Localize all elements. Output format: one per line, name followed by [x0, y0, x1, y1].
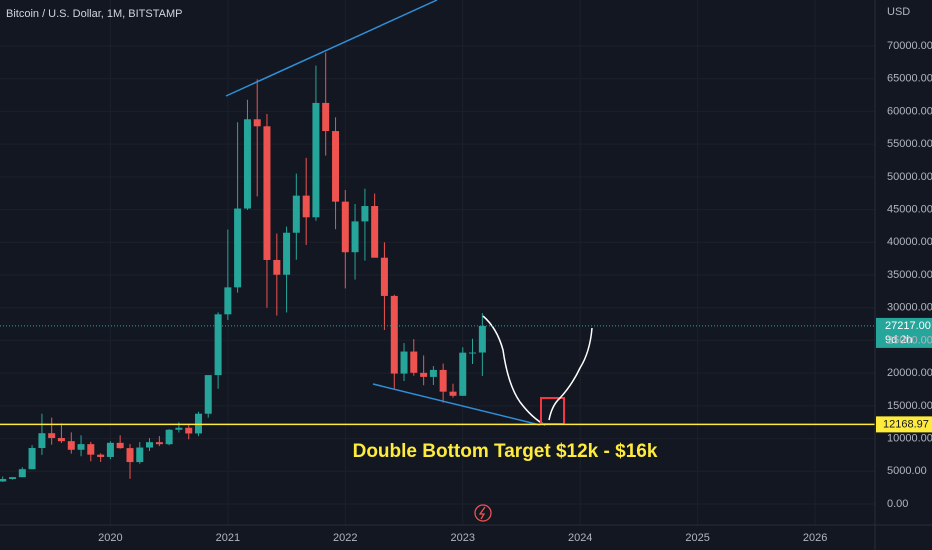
- candle-body: [361, 206, 369, 222]
- candle-body: [214, 314, 222, 376]
- current-price-label: 27217.00: [885, 320, 931, 332]
- current-price-box: [876, 317, 932, 348]
- chart-title: Bitcoin / U.S. Dollar, 1M, BITSTAMP: [6, 8, 182, 20]
- candle-body: [469, 352, 476, 354]
- currency-label: USD: [887, 6, 910, 18]
- y-tick-label: 60000.00: [887, 105, 932, 117]
- y-tick-label: 45000.00: [887, 203, 932, 215]
- candle-body: [175, 427, 183, 430]
- candle-body: [302, 195, 310, 218]
- candle-body: [410, 351, 418, 373]
- candles: [0, 52, 486, 482]
- projection-up: [548, 327, 593, 421]
- candle-body: [459, 352, 467, 396]
- y-tick-label: 70000.00: [887, 40, 932, 52]
- x-tick-label: 2023: [451, 532, 475, 544]
- candle-body: [9, 477, 17, 480]
- candle-body: [273, 259, 281, 275]
- x-tick-label: 2021: [216, 532, 240, 544]
- y-tick-label: 15000.00: [887, 400, 932, 412]
- y-tick-label: 40000.00: [887, 236, 932, 248]
- candle-body: [380, 257, 388, 296]
- candle-body: [263, 126, 271, 260]
- annotation: Double Bottom Target $12k - $16k: [353, 441, 658, 462]
- candle-body: [243, 119, 251, 209]
- candle-body: [224, 287, 232, 315]
- x-tick-label: 2026: [803, 532, 827, 544]
- projection-down: [482, 315, 546, 426]
- candle-body: [390, 295, 398, 374]
- grid: [0, 0, 875, 525]
- candle-body: [155, 442, 163, 445]
- alert-icon: [474, 504, 492, 522]
- candle-body: [332, 131, 340, 202]
- candle-body: [57, 438, 65, 442]
- x-tick-label: 2020: [98, 532, 122, 544]
- candle-body: [28, 447, 36, 470]
- candle-body: [292, 195, 300, 233]
- candle-body: [67, 441, 75, 450]
- candle-body: [126, 448, 134, 463]
- axes: 0.00 5000.00 10000.00 15000.00 20000.00 25000…: [98, 40, 932, 544]
- candle-body: [204, 375, 212, 414]
- candle-body: [185, 427, 193, 434]
- candle-body: [400, 351, 408, 374]
- y-tick-label: 30000.00: [887, 302, 932, 314]
- y-tick-label: 50000.00: [887, 171, 932, 183]
- candle-body: [478, 325, 486, 353]
- countdown-label: 9d 2h: [885, 334, 913, 346]
- candle-body: [136, 447, 144, 463]
- y-tick-label: 10000.00: [887, 432, 932, 444]
- alert-icon-bolt: [478, 506, 486, 520]
- candle-body: [283, 232, 291, 275]
- candle-body: [87, 444, 95, 455]
- candle-body: [18, 469, 26, 478]
- y-tick-label: 5000.00: [887, 465, 927, 477]
- price-lines: 12168.97 27217.00 9d 2h: [0, 317, 932, 433]
- candle-body: [0, 479, 7, 482]
- candle-body: [371, 206, 379, 258]
- candle-body: [77, 444, 85, 450]
- x-tick-label: 2025: [685, 532, 709, 544]
- y-tick-label: 35000.00: [887, 269, 932, 281]
- lower-trend-line: [372, 383, 541, 426]
- candle-body: [429, 369, 437, 377]
- candle-body: [38, 433, 46, 448]
- y-tick-label: 20000.00: [887, 367, 932, 379]
- candle-body: [146, 442, 154, 448]
- upper-trend-line: [225, 0, 438, 97]
- y-tick-label: 65000.00: [887, 73, 932, 85]
- candle-body: [116, 442, 124, 449]
- y-tick-label: 25000.00: [887, 334, 932, 346]
- support-label-box: [876, 416, 932, 433]
- candle-body: [48, 433, 56, 439]
- candle-body: [234, 208, 242, 288]
- candle-body: [97, 454, 105, 457]
- candle-body: [439, 369, 447, 392]
- candle-body: [351, 221, 359, 253]
- candle-body: [420, 372, 428, 377]
- candle-body: [194, 413, 202, 434]
- candle-body: [341, 201, 349, 253]
- x-tick-label: 2022: [333, 532, 357, 544]
- support-label: 12168.97: [883, 418, 929, 430]
- candle-body: [449, 391, 457, 396]
- candle-body: [165, 429, 173, 445]
- candle-body: [106, 442, 114, 457]
- candle-body: [253, 119, 261, 127]
- y-tick-label: 0.00: [887, 498, 908, 510]
- candle-body: [322, 102, 330, 132]
- y-tick-label: 55000.00: [887, 138, 932, 150]
- candle-body: [312, 102, 320, 218]
- x-tick-label: 2024: [568, 532, 592, 544]
